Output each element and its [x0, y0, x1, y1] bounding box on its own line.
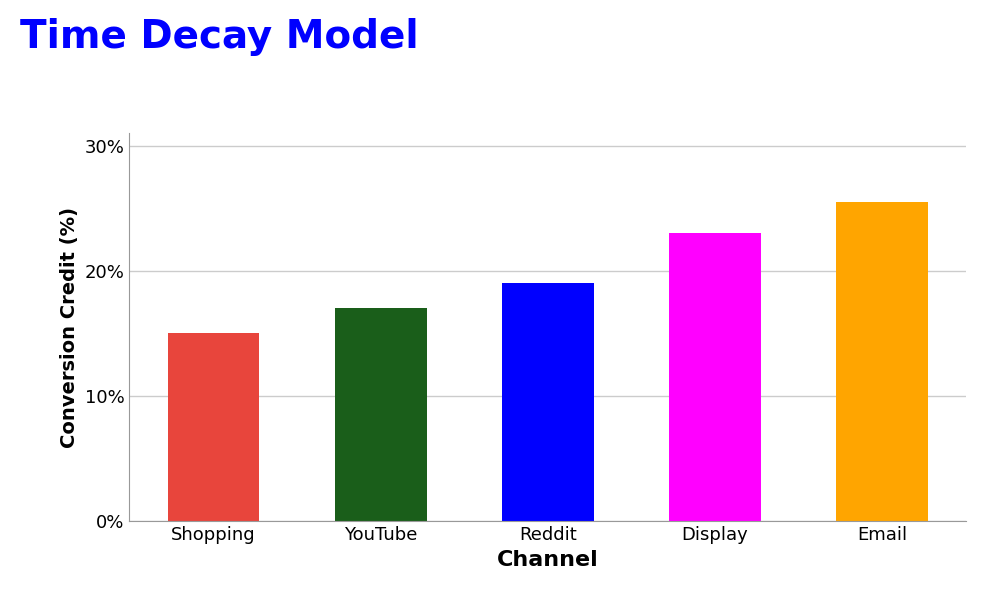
Bar: [335, 308, 426, 521]
Bar: [502, 284, 594, 521]
Bar: [669, 233, 761, 521]
X-axis label: Channel: Channel: [497, 550, 599, 570]
Bar: [837, 202, 928, 521]
Bar: [167, 333, 259, 521]
Y-axis label: Conversion Credit (%): Conversion Credit (%): [60, 207, 80, 448]
Text: Time Decay Model: Time Decay Model: [20, 18, 418, 56]
